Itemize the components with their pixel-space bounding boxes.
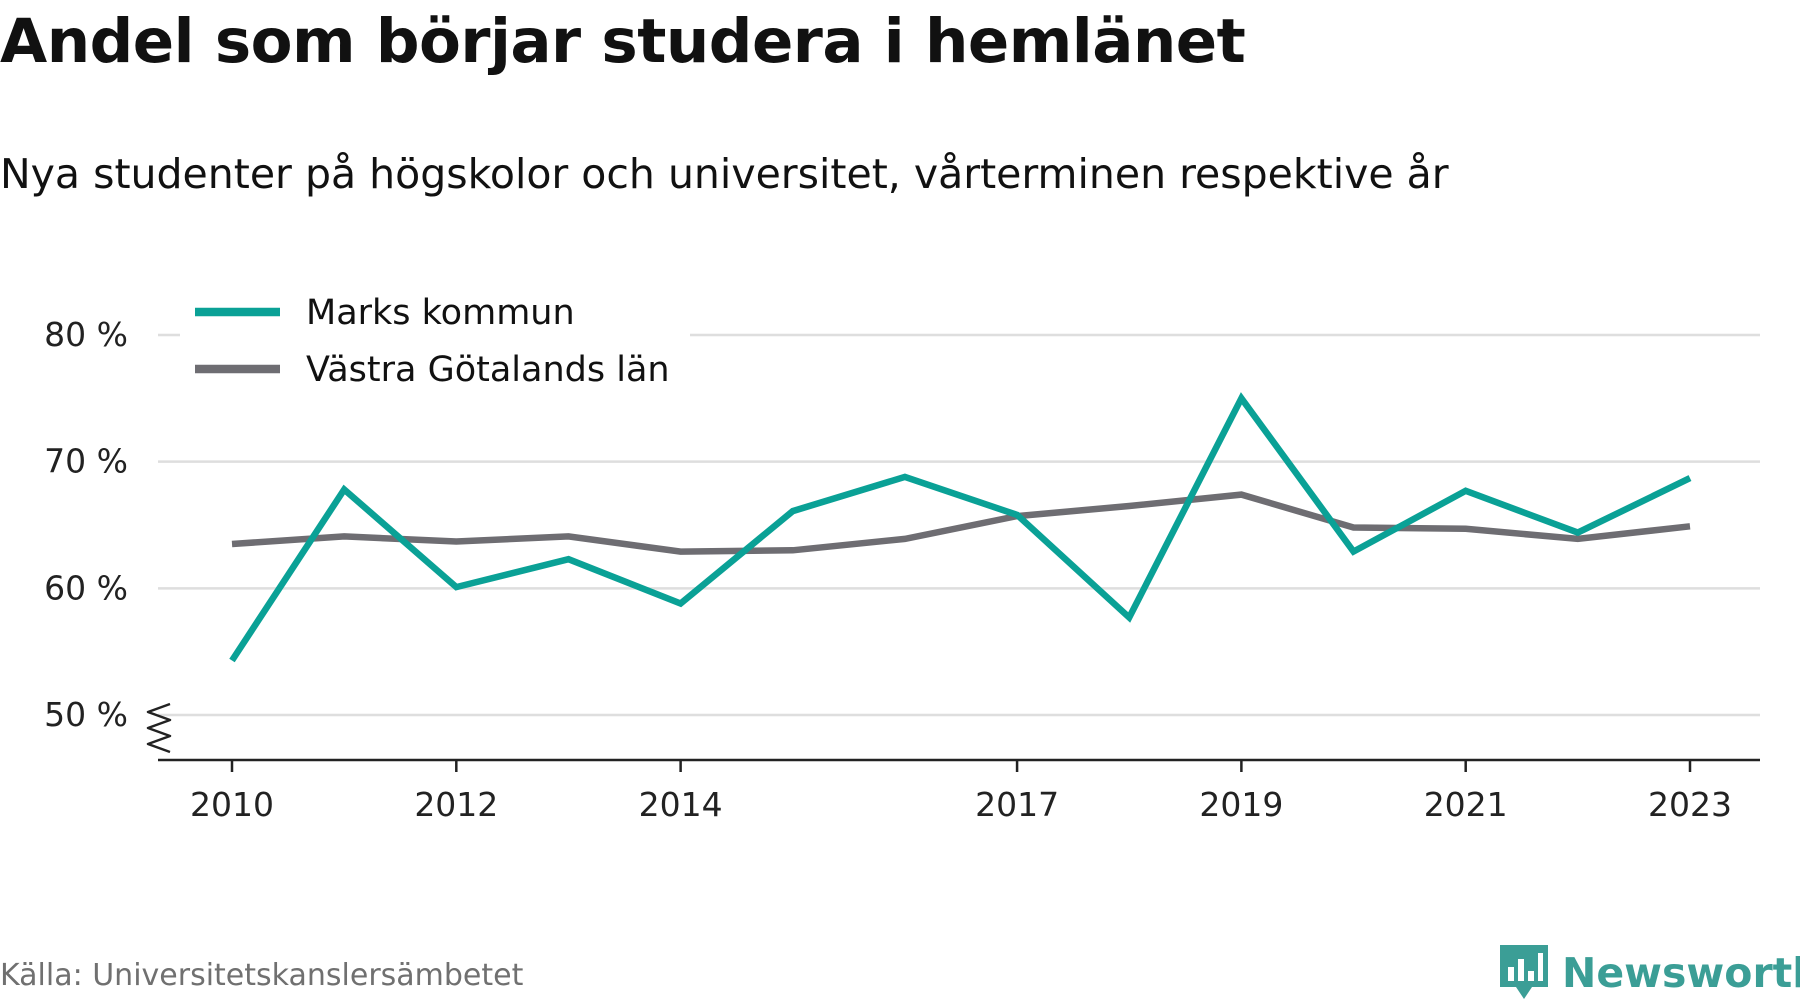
series-line — [231, 491, 1691, 555]
x-tick-label: 2023 — [1648, 785, 1732, 820]
series-line — [229, 392, 1692, 663]
y-axis-ticks: 50 % 60 % 70 % 80 % — [44, 315, 128, 734]
x-tick-label: 2014 — [639, 785, 723, 820]
legend-label: Västra Götalands län — [306, 350, 670, 390]
line-chart: 50 % 60 % 70 % 80 % 2010 2012 2014 2017 2019 202… — [44, 282, 1760, 820]
x-tick-label: 2019 — [1199, 785, 1283, 820]
chart-subtitle: Nya studenter på högskolor och universit… — [0, 150, 1449, 198]
x-tick-label: 2017 — [975, 785, 1059, 820]
legend: Marks kommun Västra Götalands län — [180, 282, 690, 402]
chart-title: Andel som börjar studera i hemlänet — [0, 6, 1246, 77]
legend-background — [180, 282, 690, 402]
y-axis-break-icon — [146, 702, 172, 754]
bar-chart-speech-bubble-icon — [1500, 945, 1548, 999]
y-tick-label: 60 % — [44, 568, 128, 607]
x-tick-label: 2010 — [190, 785, 274, 820]
y-tick-label: 70 % — [44, 442, 128, 481]
x-tick-label: 2012 — [414, 785, 498, 820]
legend-label: Marks kommun — [306, 293, 575, 333]
y-tick-label: 80 % — [44, 315, 128, 354]
source-note: Källa: Universitetskanslersämbetet — [0, 958, 524, 993]
x-tick-label: 2021 — [1424, 785, 1508, 820]
brand-name: Newsworthy — [1562, 949, 1800, 997]
series-lines — [229, 392, 1692, 663]
x-axis-ticks: 2010 2012 2014 2017 2019 2021 2023 — [190, 760, 1732, 820]
brand-logo: Newsworthy — [1496, 943, 1800, 1003]
y-tick-label: 50 % — [44, 695, 128, 734]
